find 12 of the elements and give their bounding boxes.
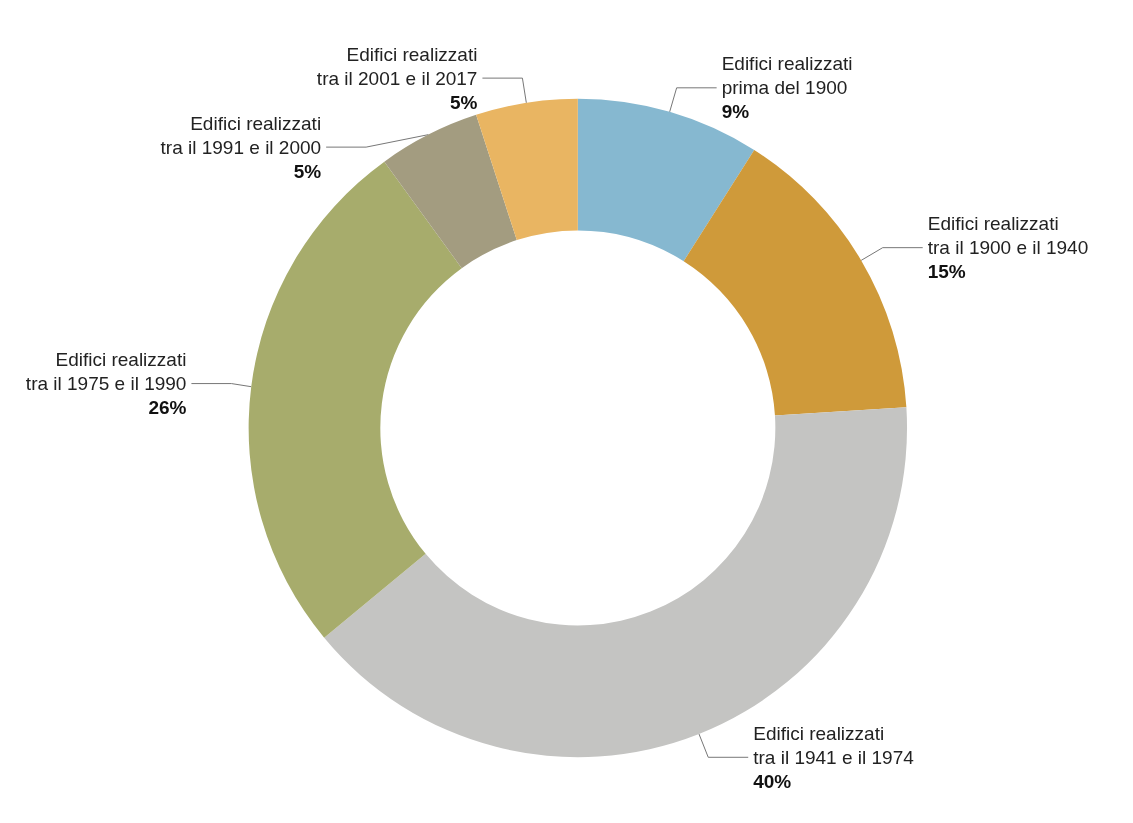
data-label: 40% [753, 770, 792, 792]
slice-label: Edifici realizzati tra il 1991 e il 2000 [160, 112, 322, 158]
slice-label: Edifici realizzati prima del 1900 [721, 53, 853, 99]
slice-label: Edifici realizzati tra il 2001 e il 2017 [316, 43, 478, 89]
slice-label: Edifici realizzati tra il 1900 e il 1940 [927, 213, 1089, 259]
data-label: 5% [449, 91, 478, 113]
data-label: 15% [927, 261, 966, 283]
data-label: 5% [293, 160, 322, 182]
data-label: 26% [148, 397, 187, 419]
data-label: 9% [721, 101, 750, 123]
slice-label: Edifici realizzati tra il 1975 e il 1990 [25, 349, 187, 395]
slice-label: Edifici realizzati tra il 1941 e il 1974 [753, 722, 915, 768]
